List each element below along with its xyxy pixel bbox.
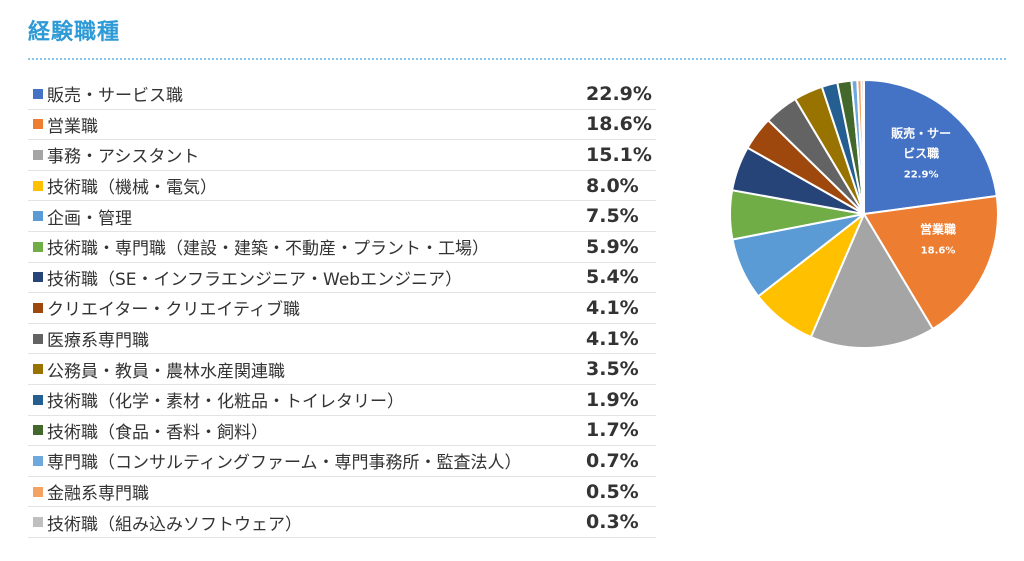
table-row: 技術職（機械・電気） 8.0% [28, 171, 656, 202]
row-value: 0.7% [586, 449, 639, 472]
table-row: 技術職（食品・香料・飼料） 1.7% [28, 416, 656, 447]
row-value: 5.9% [586, 235, 639, 258]
row-value: 15.1% [586, 143, 652, 166]
row-label: 技術職（化学・素材・化粧品・トイレタリー） [47, 392, 404, 413]
row-label: 技術職（組み込みソフトウェア） [47, 514, 302, 535]
legend-swatch [33, 333, 43, 344]
legend-swatch [33, 486, 43, 497]
row-value: 5.4% [586, 266, 639, 289]
row-value: 18.6% [586, 113, 652, 136]
row-label: 技術職（食品・香料・飼料） [47, 422, 268, 443]
legend-swatch [33, 241, 43, 252]
slice-name-label: ビス職 [903, 145, 939, 160]
legend-swatch [33, 180, 43, 191]
legend-swatch [33, 364, 43, 375]
row-label: 事務・アシスタント [47, 147, 200, 168]
legend-swatch [33, 455, 43, 466]
row-label: 専門職（コンサルティングファーム・専門事務所・監査法人） [47, 453, 522, 474]
legend-swatch [33, 517, 43, 528]
legend-swatch [33, 149, 43, 160]
row-value: 8.0% [586, 174, 639, 197]
row-label: クリエイター・クリエイティブ職 [47, 300, 300, 321]
table-row: クリエイター・クリエイティブ職 4.1% [28, 293, 656, 324]
pie-slice [862, 194, 999, 331]
legend-swatch [33, 302, 43, 313]
row-value: 4.1% [586, 327, 639, 350]
title-divider [28, 58, 1006, 60]
row-value: 3.5% [586, 358, 639, 381]
legend-swatch [33, 425, 43, 436]
chart-title: 経験職種 [28, 20, 121, 45]
legend-table: 販売・サービス職 22.9% 営業職 18.6% 事務・アシスタント 15.1% 技術職（機… [28, 79, 656, 538]
slice-name-label: 営業職 [920, 222, 956, 237]
slice-percent-label: 22.9% [904, 169, 939, 180]
pie-slice [860, 78, 865, 215]
slice-percent-label: 18.6% [921, 246, 956, 257]
pie-chart: 販売・サービス職 22.9% 営業職 18.6% [729, 78, 999, 349]
table-row: 企画・管理 7.5% [28, 201, 656, 232]
row-value: 1.9% [586, 388, 639, 411]
row-label: 技術職（機械・電気） [47, 178, 217, 199]
table-row: 技術職（化学・素材・化粧品・トイレタリー） 1.9% [28, 385, 656, 416]
table-row: 金融系専門職 0.5% [28, 477, 656, 508]
table-row: 事務・アシスタント 15.1% [28, 140, 656, 171]
row-value: 0.5% [586, 480, 639, 503]
table-row: 技術職（組み込みソフトウェア） 0.3% [28, 507, 656, 538]
row-label: 企画・管理 [47, 208, 132, 229]
row-label: 公務員・教員・農林水産関連職 [47, 361, 285, 382]
table-row: 医療系専門職 4.1% [28, 324, 656, 355]
row-value: 4.1% [586, 296, 639, 319]
row-label: 営業職 [47, 116, 98, 137]
legend-swatch [33, 211, 43, 222]
table-row: 公務員・教員・農林水産関連職 3.5% [28, 354, 656, 385]
slice-name-label: 販売・サー [891, 125, 951, 140]
table-row: 技術職（SE・インフラエンジニア・Webエンジニア） 5.4% [28, 263, 656, 294]
row-label: 金融系専門職 [47, 484, 149, 505]
pie-slice [863, 78, 998, 216]
legend-swatch [33, 119, 43, 130]
row-value: 1.7% [586, 419, 639, 442]
legend-swatch [33, 88, 43, 99]
row-label: 販売・サービス職 [47, 86, 183, 107]
legend-swatch [33, 272, 43, 283]
pie-slice [809, 211, 935, 349]
row-value: 7.5% [586, 205, 639, 228]
row-value: 0.3% [586, 511, 639, 534]
legend-swatch [33, 394, 43, 405]
table-row: 専門職（コンサルティングファーム・専門事務所・監査法人） 0.7% [28, 446, 656, 477]
row-label: 医療系専門職 [47, 331, 149, 352]
table-row: 販売・サービス職 22.9% [28, 79, 656, 110]
table-row: 技術職・専門職（建設・建築・不動産・プラント・工場） 5.9% [28, 232, 656, 263]
table-row: 営業職 18.6% [28, 110, 656, 141]
row-value: 22.9% [586, 82, 652, 105]
row-label: 技術職・専門職（建設・建築・不動産・プラント・工場） [47, 239, 489, 260]
row-label: 技術職（SE・インフラエンジニア・Webエンジニア） [47, 269, 463, 290]
